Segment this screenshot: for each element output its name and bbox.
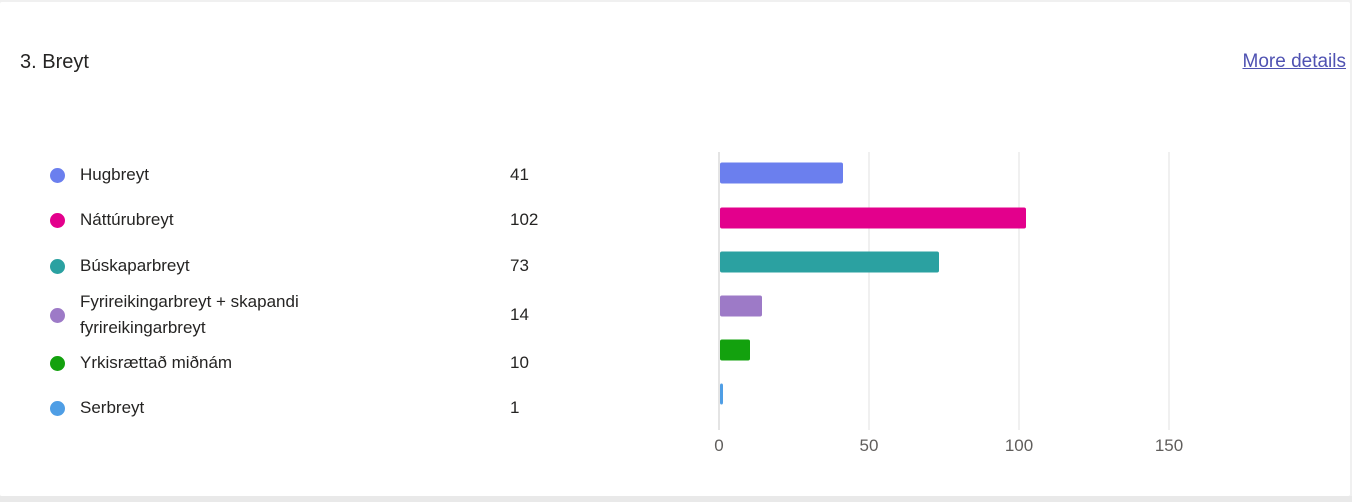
page-divider (0, 496, 1352, 502)
bar-1[interactable] (720, 162, 843, 184)
legend-row: Yrkisrættað miðnám 10 (50, 350, 610, 376)
legend-row: Búskaparbreyt 73 (50, 253, 610, 279)
legend-color-dot (50, 212, 65, 228)
bar-5[interactable] (720, 339, 750, 361)
legend-label: Náttúrubreyt (80, 210, 174, 229)
bar-3[interactable] (720, 251, 939, 273)
legend-color-dot (50, 307, 65, 323)
legend-label: Búskaparbreyt (80, 256, 190, 275)
legend-count: 1 (510, 398, 520, 417)
legend-row: Fyrireikingarbreyt + skapandi fyrireikin… (50, 289, 610, 341)
legend-row: Hugbreyt 41 (50, 162, 610, 188)
x-tick-label: 150 (1155, 436, 1183, 455)
legend-color-dot (50, 167, 65, 183)
legend-label: Fyrireikingarbreyt + skapandi fyrireikin… (80, 292, 299, 337)
legend: Hugbreyt 41 Náttúrubreyt 102 Búskaparbreyt 73… (0, 2, 640, 496)
legend-label: Yrkisrættað miðnám (80, 353, 233, 372)
legend-row: Serbreyt 1 (50, 395, 610, 421)
legend-count: 10 (510, 353, 529, 372)
x-tick-label: 50 (860, 436, 879, 455)
bar-4[interactable] (720, 295, 762, 317)
legend-color-dot (50, 258, 65, 274)
question-title: 3. Breyt (20, 51, 89, 73)
legend-count: 14 (510, 305, 529, 324)
legend-color-dot (50, 355, 65, 371)
legend-count: 102 (510, 210, 539, 229)
legend-count: 73 (510, 256, 529, 275)
legend-row: Náttúrubreyt 102 (50, 207, 610, 233)
x-tick-label: 100 (1005, 436, 1033, 455)
bar-6[interactable] (720, 383, 723, 405)
bar-2[interactable] (720, 207, 1026, 229)
legend-color-dot (50, 400, 65, 416)
legend-count: 41 (510, 165, 529, 184)
legend-label: Serbreyt (80, 398, 145, 417)
x-tick-label: 0 (714, 436, 723, 455)
legend-label: Hugbreyt (80, 165, 149, 184)
more-details-link[interactable]: More details (1242, 51, 1347, 72)
